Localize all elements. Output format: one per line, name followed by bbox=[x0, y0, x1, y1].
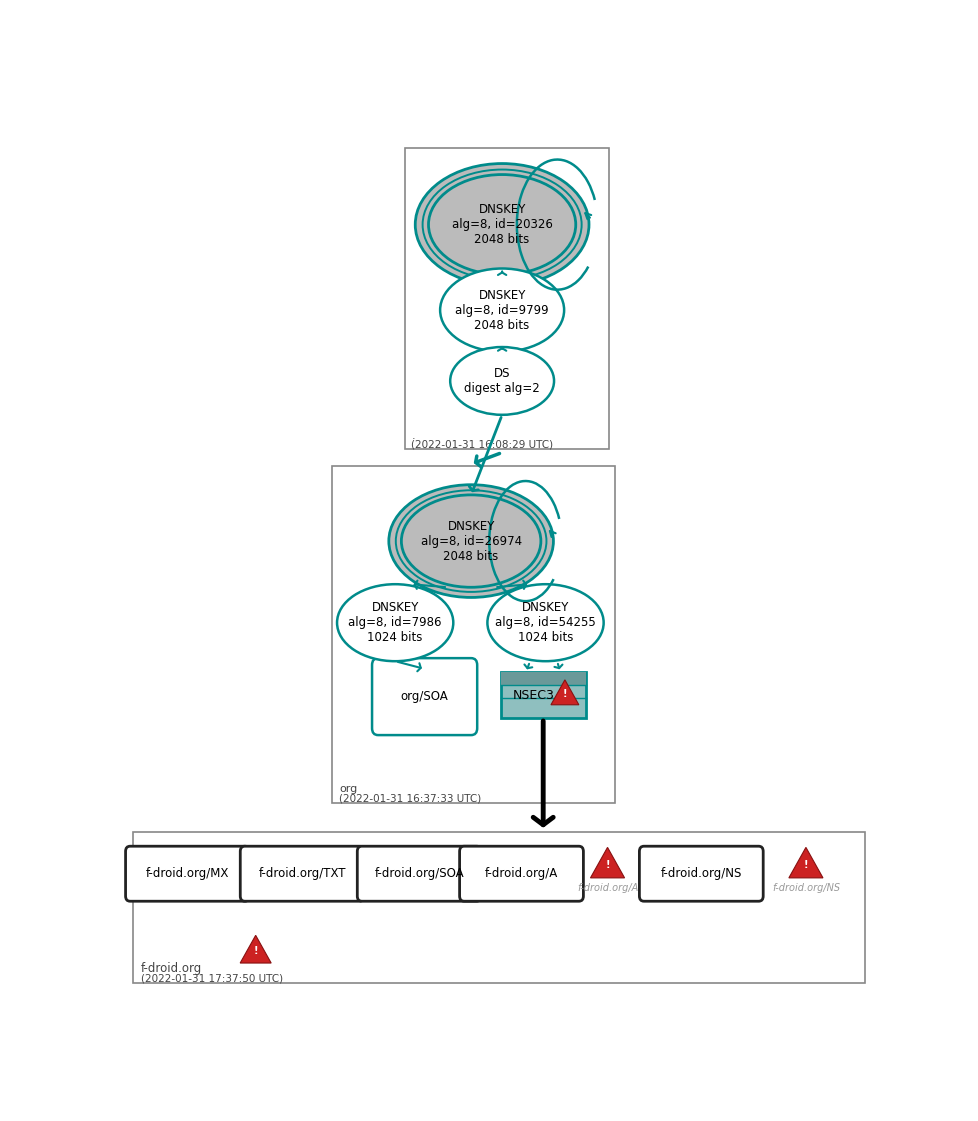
FancyBboxPatch shape bbox=[459, 846, 583, 901]
Ellipse shape bbox=[450, 348, 554, 415]
Text: org/SOA: org/SOA bbox=[400, 691, 448, 703]
Ellipse shape bbox=[422, 169, 581, 279]
Text: f-droid.org: f-droid.org bbox=[141, 962, 202, 974]
FancyBboxPatch shape bbox=[639, 846, 763, 901]
Polygon shape bbox=[240, 935, 271, 963]
Ellipse shape bbox=[395, 490, 546, 592]
Text: !: ! bbox=[253, 946, 257, 956]
FancyBboxPatch shape bbox=[133, 832, 864, 983]
FancyBboxPatch shape bbox=[405, 148, 608, 448]
FancyBboxPatch shape bbox=[240, 846, 364, 901]
Text: !: ! bbox=[803, 860, 808, 870]
Text: DNSKEY
alg=8, id=26974
2048 bits: DNSKEY alg=8, id=26974 2048 bits bbox=[421, 519, 521, 563]
Text: !: ! bbox=[604, 860, 609, 870]
Text: (2022-01-31 17:37:50 UTC): (2022-01-31 17:37:50 UTC) bbox=[141, 973, 283, 983]
FancyBboxPatch shape bbox=[332, 465, 614, 803]
Ellipse shape bbox=[487, 584, 603, 661]
FancyBboxPatch shape bbox=[500, 671, 585, 685]
Text: NSEC3: NSEC3 bbox=[512, 688, 555, 702]
Ellipse shape bbox=[388, 484, 553, 597]
Text: f-droid.org/TXT: f-droid.org/TXT bbox=[258, 868, 345, 880]
FancyBboxPatch shape bbox=[125, 846, 249, 901]
Ellipse shape bbox=[336, 584, 453, 661]
Ellipse shape bbox=[415, 164, 589, 286]
Text: f-droid.org/A: f-droid.org/A bbox=[576, 882, 638, 892]
Text: (2022-01-31 16:08:29 UTC): (2022-01-31 16:08:29 UTC) bbox=[411, 439, 553, 450]
FancyBboxPatch shape bbox=[500, 671, 585, 719]
Text: DNSKEY
alg=8, id=20326
2048 bits: DNSKEY alg=8, id=20326 2048 bits bbox=[451, 203, 552, 247]
Ellipse shape bbox=[428, 175, 575, 275]
FancyBboxPatch shape bbox=[357, 846, 480, 901]
Text: .: . bbox=[411, 432, 415, 442]
Polygon shape bbox=[788, 847, 822, 878]
Ellipse shape bbox=[440, 269, 563, 352]
Text: f-droid.org/MX: f-droid.org/MX bbox=[146, 868, 229, 880]
Text: !: ! bbox=[562, 689, 566, 700]
Text: DNSKEY
alg=8, id=9799
2048 bits: DNSKEY alg=8, id=9799 2048 bits bbox=[455, 288, 549, 332]
Text: DS
digest alg=2: DS digest alg=2 bbox=[464, 367, 540, 395]
Text: f-droid.org/A: f-droid.org/A bbox=[484, 868, 557, 880]
Text: DNSKEY
alg=8, id=7986
1024 bits: DNSKEY alg=8, id=7986 1024 bits bbox=[348, 601, 441, 645]
Text: DNSKEY
alg=8, id=54255
1024 bits: DNSKEY alg=8, id=54255 1024 bits bbox=[495, 601, 596, 645]
Text: f-droid.org/NS: f-droid.org/NS bbox=[660, 868, 741, 880]
Ellipse shape bbox=[401, 494, 540, 587]
Polygon shape bbox=[551, 679, 578, 705]
Text: (2022-01-31 16:37:33 UTC): (2022-01-31 16:37:33 UTC) bbox=[339, 794, 481, 804]
FancyBboxPatch shape bbox=[372, 658, 476, 735]
Polygon shape bbox=[590, 847, 624, 878]
Text: f-droid.org/NS: f-droid.org/NS bbox=[771, 882, 839, 892]
Text: f-droid.org/SOA: f-droid.org/SOA bbox=[374, 868, 464, 880]
Text: org: org bbox=[339, 784, 357, 794]
